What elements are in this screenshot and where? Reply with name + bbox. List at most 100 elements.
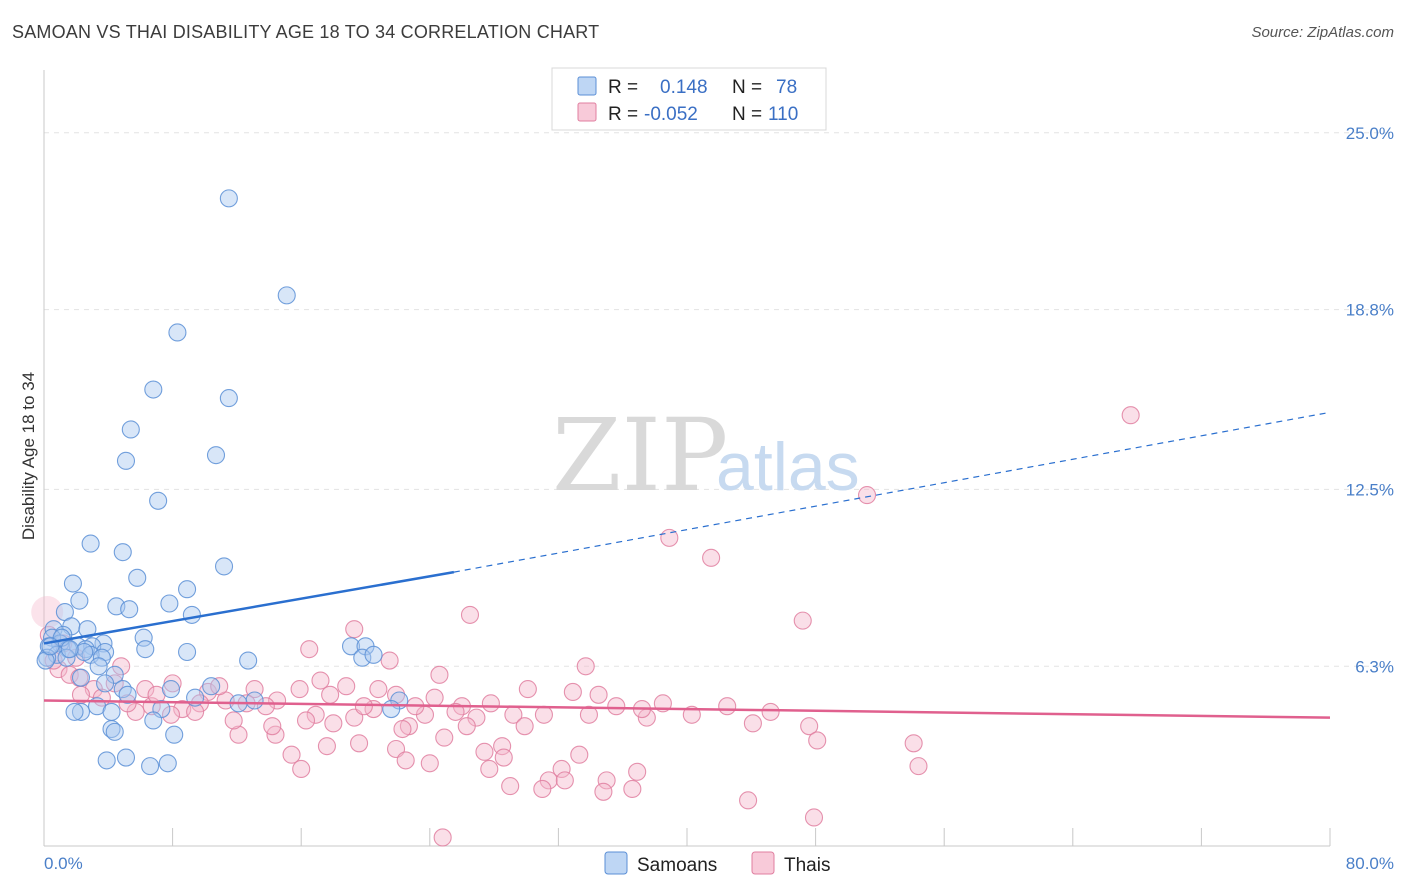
thais-point xyxy=(793,611,812,630)
samoans-point xyxy=(120,600,139,619)
samoan-n-value: 78 xyxy=(776,77,797,98)
thais-point xyxy=(393,719,412,739)
thais-point xyxy=(460,605,480,624)
thais-point xyxy=(597,771,616,790)
thai-swatch xyxy=(577,102,597,122)
samoans-point xyxy=(102,702,121,721)
thais-point xyxy=(292,759,311,779)
samoans-point xyxy=(158,754,177,773)
thais-point xyxy=(563,682,582,701)
thais-point xyxy=(682,705,701,724)
samoans-point xyxy=(36,651,55,670)
thais-point xyxy=(570,745,589,764)
thais-point xyxy=(380,651,399,670)
thais-point xyxy=(628,762,647,781)
thais-legend-label: Thais xyxy=(784,855,830,876)
samoans-point xyxy=(116,748,136,767)
thai-trend-line xyxy=(43,699,1331,719)
samoans-point xyxy=(71,702,91,721)
samoans-point xyxy=(78,620,97,639)
trend-lines xyxy=(43,411,1331,719)
thais-point xyxy=(396,751,415,770)
y-tick-label: 18.8% xyxy=(1346,301,1394,320)
thais-legend-swatch xyxy=(751,851,775,875)
thais-point xyxy=(515,717,534,736)
samoans-point xyxy=(128,568,147,587)
samoans-point xyxy=(38,648,57,667)
thais-point xyxy=(282,745,301,764)
thais-point xyxy=(425,688,444,707)
thais-point xyxy=(350,734,369,753)
thais-point xyxy=(296,711,316,730)
samoans-point xyxy=(76,640,95,659)
x-tick-label-min: 0.0% xyxy=(44,854,83,873)
thais-point xyxy=(576,657,595,676)
thais-point xyxy=(345,620,364,639)
thais-point xyxy=(256,697,275,716)
samoans-point xyxy=(136,640,155,659)
samoans-point xyxy=(214,557,234,576)
thais-point xyxy=(493,737,512,756)
samoan-trend-line xyxy=(43,570,455,645)
thais-point xyxy=(311,671,330,690)
samoans-point xyxy=(144,380,163,399)
samoan-r-label: R = xyxy=(608,77,638,98)
thais-point xyxy=(480,759,499,779)
thais-point xyxy=(369,680,388,699)
samoans-point xyxy=(239,651,258,670)
thais-point xyxy=(808,731,827,750)
y-tick-label: 25.0% xyxy=(1346,124,1394,143)
samoans-point xyxy=(102,719,121,739)
samoans-point xyxy=(63,574,82,593)
thais-point xyxy=(306,705,325,724)
samoans-point xyxy=(341,637,361,656)
thais-point xyxy=(804,808,824,827)
thais-point xyxy=(430,665,449,684)
thais-point xyxy=(481,694,500,713)
samoans-point xyxy=(382,700,401,719)
watermark-atlas: atlas xyxy=(716,429,860,505)
thais-point xyxy=(324,714,343,733)
samoans-point xyxy=(245,691,264,710)
thais-point xyxy=(337,677,356,696)
thais-point xyxy=(761,702,780,721)
legend-box xyxy=(551,67,827,131)
samoan-points xyxy=(36,189,409,776)
samoans-point xyxy=(165,725,184,744)
samoans-point xyxy=(105,722,124,741)
thais-point xyxy=(555,771,574,790)
thais-point xyxy=(589,685,608,704)
y-tick-label: 12.5% xyxy=(1346,480,1394,499)
thais-point xyxy=(224,711,243,730)
x-tick-label-max: 80.0% xyxy=(1346,854,1394,873)
thais-point xyxy=(31,596,64,629)
thais-point xyxy=(290,680,309,699)
samoans-legend-label: Samoans xyxy=(637,855,717,876)
samoans-point xyxy=(161,680,181,699)
samoans-point xyxy=(178,580,197,599)
samoans-point xyxy=(81,534,100,553)
thais-point xyxy=(743,714,762,733)
samoans-point xyxy=(353,648,372,667)
thais-point xyxy=(300,640,319,659)
thais-point xyxy=(501,777,520,796)
samoans-point xyxy=(60,640,79,659)
thais-point xyxy=(494,748,513,767)
samoans-point xyxy=(113,543,132,562)
thais-point xyxy=(433,828,452,847)
thai-n-label: N = xyxy=(732,104,762,125)
samoans-point xyxy=(277,286,296,305)
thais-point xyxy=(594,782,613,801)
samoans-point xyxy=(141,757,160,776)
thais-point xyxy=(386,685,406,704)
samoan-n-label: N = xyxy=(732,77,762,98)
samoans-point xyxy=(219,389,238,408)
samoans-point xyxy=(160,594,179,613)
y-tick-labels: 6.3% 12.5% 18.8% 25.0% xyxy=(1346,124,1394,677)
samoan-swatch xyxy=(577,76,597,96)
samoans-point xyxy=(364,645,383,664)
thais-point xyxy=(354,697,373,716)
thais-point xyxy=(321,685,340,704)
thais-point xyxy=(475,742,494,761)
thai-n-value: 110 xyxy=(768,104,798,125)
